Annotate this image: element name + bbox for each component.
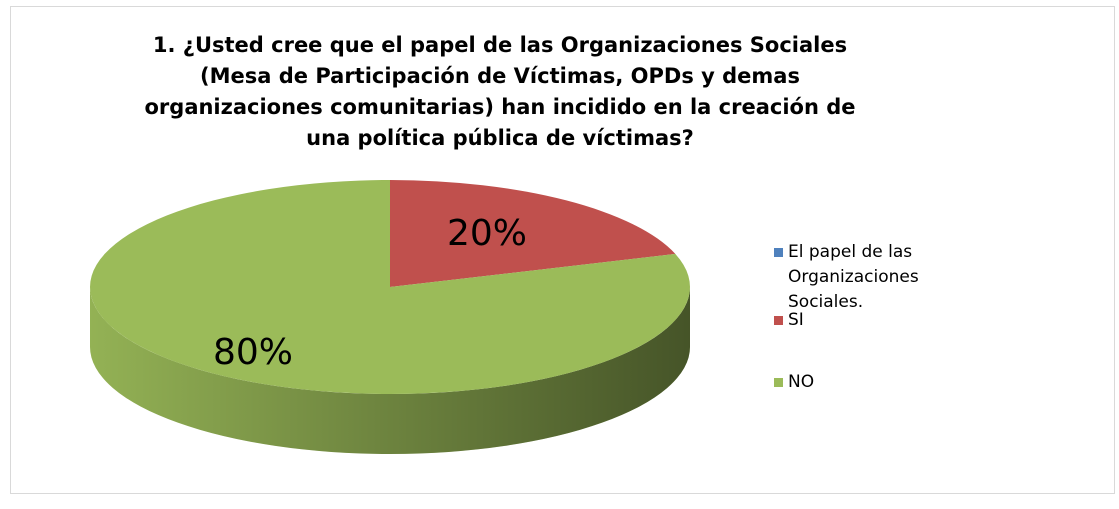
slice xyxy=(90,180,690,394)
legend-item: SI xyxy=(774,308,1118,333)
slice xyxy=(390,180,676,287)
chart-frame xyxy=(10,6,1115,494)
legend-swatch xyxy=(774,316,783,325)
legend-label: NO xyxy=(788,372,815,392)
legend-label: SI xyxy=(788,310,804,330)
legend-item: NO xyxy=(774,370,1118,395)
data-label: 20% xyxy=(447,213,527,254)
data-label: 80% xyxy=(213,332,293,373)
legend-label: El papel de las Organizaciones Sociales. xyxy=(788,242,919,312)
legend-item: El papel de las Organizaciones Sociales. xyxy=(774,240,1118,315)
legend-swatch xyxy=(774,378,783,387)
slice-side-shade xyxy=(90,287,690,454)
legend-swatch xyxy=(774,248,783,257)
chart-title: 1. ¿Usted cree que el papel de las Organ… xyxy=(144,33,856,150)
